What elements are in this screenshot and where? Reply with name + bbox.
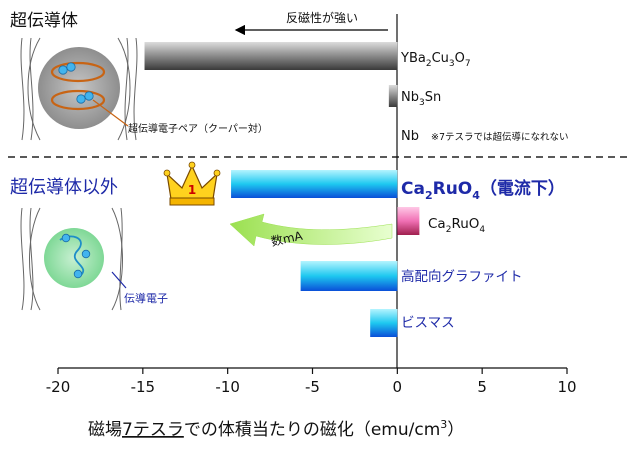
conduction-electron-inset: 伝導電子 bbox=[20, 207, 168, 311]
diamagnetism-arrow-label: 反磁性が強い bbox=[286, 10, 358, 25]
bar-nb3sn bbox=[388, 85, 398, 107]
bar-graphite bbox=[300, 261, 398, 291]
label-nb: Nb bbox=[401, 129, 419, 144]
label-ca2ruo4: Ca2RuO4 bbox=[428, 216, 485, 235]
x-tick-label: -5 bbox=[305, 378, 320, 396]
diamagnetism-arrow: 反磁性が強い bbox=[234, 10, 388, 36]
x-tick-label: 0 bbox=[393, 378, 403, 396]
current-arrow: 数mA bbox=[229, 213, 393, 249]
x-tick-label: 10 bbox=[557, 378, 576, 396]
label-bismuth: ビスマス bbox=[401, 315, 455, 331]
nb-note: ※7テスラでは超伝導になれない bbox=[431, 131, 569, 143]
bar-bismuth bbox=[370, 309, 398, 337]
current-arrow-label: 数mA bbox=[270, 227, 305, 248]
label-ca2ruo4-current: Ca2RuO4（電流下） bbox=[401, 178, 565, 202]
cooper-pair-label: 超伝導電子ペア（クーパー対） bbox=[128, 122, 268, 135]
x-axis-label: 磁場7テスラでの体積当たりの磁化（emu/cm3） bbox=[88, 418, 464, 440]
label-graphite: 高配向グラファイト bbox=[401, 268, 523, 285]
superconductor-sphere bbox=[38, 47, 120, 129]
x-ticks: -20 -15 -10 -5 0 5 10 bbox=[46, 368, 577, 396]
section-title-superconductors: 超伝導体 bbox=[10, 11, 78, 31]
bar-ca2ruo4 bbox=[397, 207, 420, 235]
conduction-electron-label: 伝導電子 bbox=[124, 291, 168, 305]
section-title-others: 超伝導体以外 bbox=[10, 177, 118, 198]
superconductor-inset: 超伝導電子ペア（クーパー対） bbox=[20, 37, 268, 141]
conductor-sphere bbox=[44, 228, 104, 288]
crown-rank: 1 bbox=[188, 183, 196, 197]
label-nb3sn: Nb3Sn bbox=[401, 90, 441, 108]
bar-ybco bbox=[144, 42, 398, 70]
x-tick-label: 5 bbox=[477, 378, 487, 396]
conduction-electron-icons bbox=[61, 233, 91, 279]
x-tick-label: -10 bbox=[215, 378, 240, 396]
bars bbox=[144, 42, 420, 337]
x-tick-label: -15 bbox=[131, 378, 156, 396]
cooper-pair-electron-icons bbox=[58, 62, 94, 104]
label-ybco: YBa2Cu3O7 bbox=[400, 51, 471, 69]
x-tick-label: -20 bbox=[46, 378, 71, 396]
bar-ca2ruo4-current bbox=[231, 170, 398, 198]
category-labels: YBa2Cu3O7 Nb3Sn Nb ※7テスラでは超伝導になれない Ca2Ru… bbox=[400, 51, 569, 331]
crown-icon: 1 bbox=[163, 161, 221, 206]
